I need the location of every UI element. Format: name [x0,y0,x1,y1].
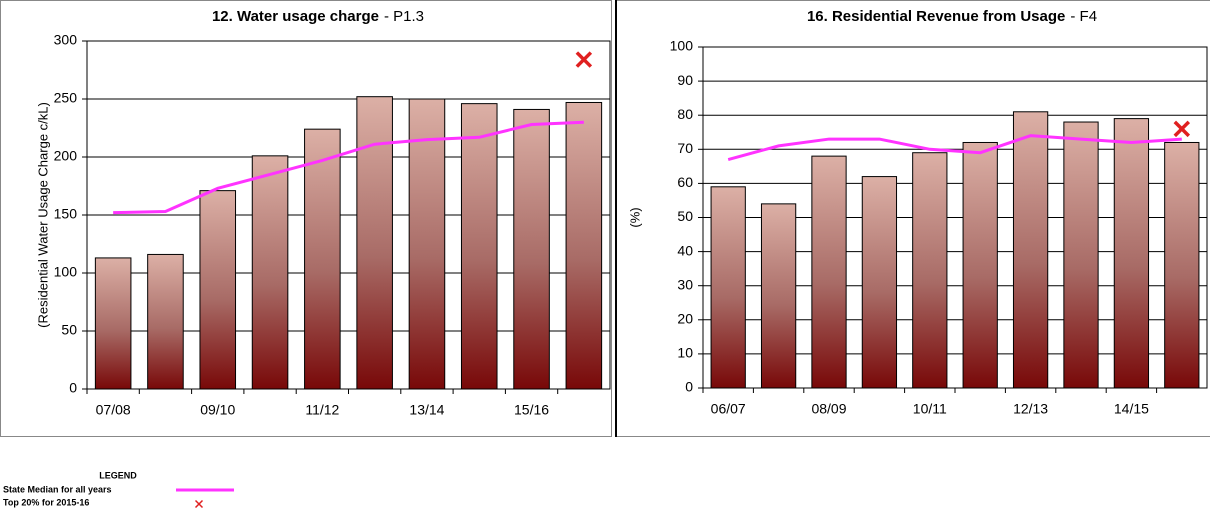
y-tick-label: 0 [685,379,693,395]
y-tick-label: 50 [61,322,77,338]
title-code: - F4 [1070,8,1097,25]
bar [1165,142,1199,388]
bar [1114,119,1148,388]
bar [711,187,745,388]
bar [95,258,131,389]
title-main: 12. Water usage charge [212,8,379,25]
y-tick-label: 10 [677,345,693,361]
y-tick-label: 100 [54,264,78,280]
bar [1064,122,1098,388]
y-axis-label: (%) [627,207,642,227]
y-tick-label: 30 [677,276,693,292]
bar [200,191,236,389]
bar [357,97,393,389]
x-tick-label: 11/12 [305,402,339,418]
bar [409,99,445,389]
y-axis-label: (Residential Water Usage Charge c/kL) [35,102,50,328]
x-tick-label: 14/15 [1114,401,1149,417]
y-tick-label: 0 [69,380,77,396]
y-tick-label: 60 [677,174,693,190]
y-tick-label: 50 [677,208,693,224]
title-code: - P1.3 [384,8,424,25]
x-tick-label: 06/07 [711,401,746,417]
bar [252,156,288,389]
bar [305,129,341,389]
title-main: 16. Residential Revenue from Usage [807,8,1065,25]
x-tick-label: 10/11 [913,401,947,417]
bar [812,156,846,388]
x-tick-label: 13/14 [409,402,444,418]
legend-title: LEGEND [99,470,137,480]
x-tick-label: 12/13 [1013,401,1048,417]
y-tick-label: 200 [54,148,78,164]
bar [514,109,550,389]
chart-title: 16. Residential Revenue from Usage - F4 [807,8,1097,25]
bar [148,254,184,389]
y-tick-label: 90 [677,72,693,88]
y-tick-label: 250 [54,90,78,106]
bar [1013,112,1047,388]
legend-label: Top 20% for 2015-16 [3,497,89,507]
y-tick-label: 150 [54,206,78,222]
legend-label: State Median for all years [3,484,112,494]
y-tick-label: 20 [677,311,693,327]
x-tick-label: 07/08 [96,402,131,418]
bar [566,102,602,389]
legend: LEGEND State Median for all years Top 20… [3,470,137,507]
bar [913,153,947,388]
x-tick-label: 09/10 [200,402,235,418]
bar [963,142,997,388]
y-tick-label: 300 [54,32,78,48]
y-tick-label: 70 [677,140,693,156]
bar [862,177,896,388]
top20-marker [196,501,203,508]
y-tick-label: 80 [677,106,693,122]
y-tick-label: 100 [670,38,694,54]
bar [761,204,795,388]
x-tick-label: 08/09 [811,401,846,417]
chart-title: 12. Water usage charge - P1.3 [212,8,424,25]
bar [461,104,497,389]
y-tick-label: 40 [677,242,693,258]
x-tick-label: 15/16 [514,402,549,418]
